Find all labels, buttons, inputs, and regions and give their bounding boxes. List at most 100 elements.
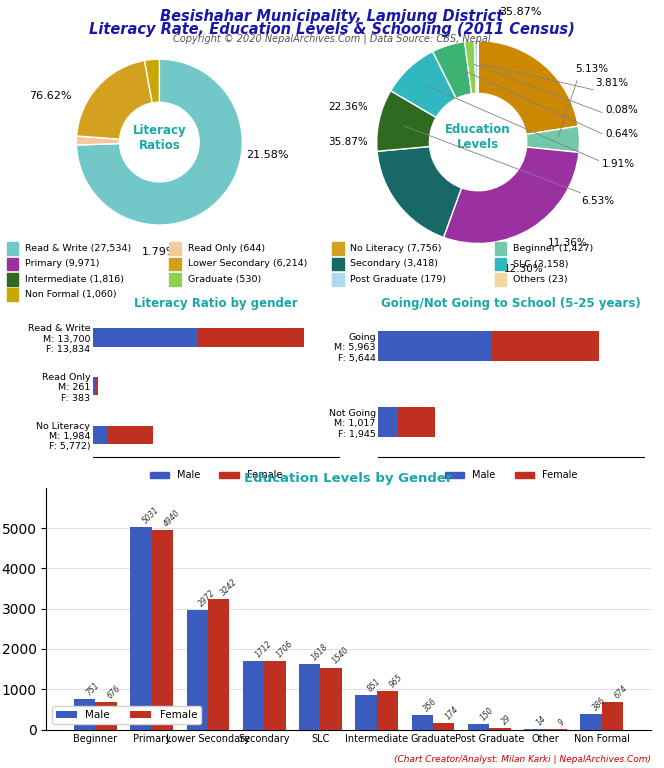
Wedge shape [76,59,242,225]
Title: Literacy Ratio by gender: Literacy Ratio by gender [134,297,297,310]
Text: 9: 9 [556,718,566,727]
Text: 2972: 2972 [197,588,217,608]
Bar [332,273,344,286]
Bar [495,273,507,286]
Bar [151,531,173,730]
Bar [264,660,286,730]
Bar [7,242,19,255]
Text: 1712: 1712 [254,639,274,659]
Text: 1540: 1540 [331,646,351,666]
Text: 21.58%: 21.58% [246,150,288,160]
Bar [299,664,321,730]
Bar [491,331,599,361]
Wedge shape [390,51,456,118]
Wedge shape [526,126,580,152]
Bar [602,703,623,730]
Bar [95,377,98,396]
Bar [93,377,95,396]
Text: 35.87%: 35.87% [499,8,542,18]
Text: No Literacy (7,756): No Literacy (7,756) [350,244,442,253]
Text: 386: 386 [591,696,608,713]
Text: 0.64%: 0.64% [606,129,639,139]
Text: 676: 676 [106,684,123,700]
Text: 3.81%: 3.81% [596,78,628,88]
Bar [169,242,181,255]
Text: 76.62%: 76.62% [29,91,71,101]
Bar [468,723,489,730]
Bar [198,328,304,347]
Bar [169,273,181,286]
Text: Lower Secondary (6,214): Lower Secondary (6,214) [187,260,307,269]
Bar [398,407,435,437]
Legend: Male, Female: Male, Female [441,466,582,484]
Text: SLC (3,158): SLC (3,158) [513,260,568,269]
Text: 5031: 5031 [141,505,161,525]
Text: 1.79%: 1.79% [141,247,177,257]
Text: 4940: 4940 [162,508,183,529]
Bar [412,715,433,730]
Text: 356: 356 [422,697,439,713]
Bar [130,527,151,730]
Bar [580,714,602,730]
Text: Non Formal (1,060): Non Formal (1,060) [25,290,116,299]
Bar [489,728,511,730]
Text: 35.87%: 35.87% [329,137,369,147]
Text: Read & Write (27,534): Read & Write (27,534) [25,244,131,253]
Text: 1706: 1706 [275,639,295,659]
Wedge shape [433,41,471,98]
Bar [96,703,117,730]
Text: 5.13%: 5.13% [575,64,608,74]
Bar [208,599,229,730]
Text: Others (23): Others (23) [513,275,568,284]
Bar [187,610,208,730]
Text: Post Graduate (179): Post Graduate (179) [350,275,446,284]
Text: Literacy
Ratios: Literacy Ratios [133,124,186,152]
Wedge shape [444,147,579,243]
Bar [108,425,153,444]
Text: 965: 965 [387,672,404,689]
Legend: Male, Female: Male, Female [52,706,201,724]
Text: Literacy Rate, Education Levels & Schooling (2011 Census): Literacy Rate, Education Levels & School… [89,22,575,37]
Text: Copyright © 2020 NepalArchives.Com | Data Source: CBS, Nepal: Copyright © 2020 NepalArchives.Com | Dat… [173,34,491,45]
Bar [7,273,19,286]
Text: 174: 174 [444,704,460,721]
Bar [495,257,507,270]
Text: 0.08%: 0.08% [606,104,639,114]
Bar [7,288,19,301]
Text: Read Only (644): Read Only (644) [187,244,265,253]
Bar [169,257,181,270]
Text: 1618: 1618 [310,643,330,663]
Wedge shape [465,41,476,94]
Text: Intermediate (1,816): Intermediate (1,816) [25,275,124,284]
Wedge shape [376,91,436,151]
Text: 6.53%: 6.53% [581,196,614,206]
Bar [378,407,398,437]
Text: (Chart Creator/Analyst: Milan Karki | NepalArchives.Com): (Chart Creator/Analyst: Milan Karki | Ne… [394,755,651,764]
Text: 3242: 3242 [218,577,239,598]
Bar [93,425,108,444]
Text: Secondary (3,418): Secondary (3,418) [350,260,438,269]
Bar [243,660,264,730]
Text: 14: 14 [535,714,548,727]
Bar [495,242,507,255]
Wedge shape [474,41,478,94]
Text: 11.36%: 11.36% [547,238,587,249]
Wedge shape [76,136,120,145]
Wedge shape [145,59,159,103]
Text: 29: 29 [500,713,513,727]
Bar [378,331,491,361]
Bar [7,257,19,270]
Text: 674: 674 [613,684,629,701]
Text: 751: 751 [84,681,102,697]
Bar [376,690,398,730]
Wedge shape [377,147,461,237]
Text: 150: 150 [479,705,495,722]
Wedge shape [76,61,152,139]
Bar [74,700,96,730]
Text: Primary (9,971): Primary (9,971) [25,260,100,269]
Bar [93,328,198,347]
Text: 1.91%: 1.91% [602,160,635,170]
Bar [332,257,344,270]
Text: Education
Levels: Education Levels [446,123,511,151]
Bar [332,242,344,255]
